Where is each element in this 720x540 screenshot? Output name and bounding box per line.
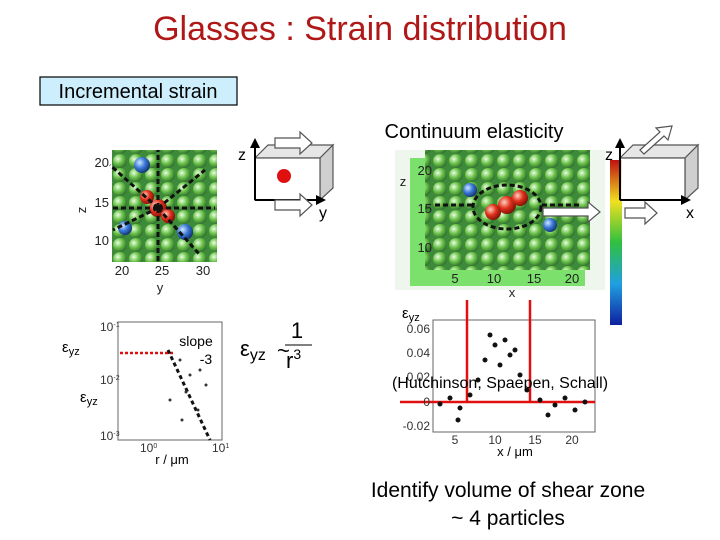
formula-numerator: 1 xyxy=(291,318,303,343)
axis-label: r / μm xyxy=(155,452,188,467)
tick-label: 0.04 xyxy=(407,346,431,360)
subscript: yz xyxy=(69,346,80,358)
citation: (Hutchinson, Spaepen, Schall) xyxy=(392,375,608,392)
formula-sim: ~ xyxy=(277,338,290,363)
tick-label: 15 xyxy=(418,201,432,216)
tick-label: 15 xyxy=(528,433,542,447)
tick-label: 5 xyxy=(452,433,459,447)
conclusion-line: ~ 4 particles xyxy=(451,507,565,530)
tick-label: 15 xyxy=(527,271,541,286)
tick-label: 0 xyxy=(423,395,430,409)
axis-label: x / μm xyxy=(497,444,533,459)
axis-label: z xyxy=(400,174,407,189)
tick-label: 10 xyxy=(95,233,109,248)
tick-label: 10-3 xyxy=(100,429,120,443)
exponent: -2 xyxy=(113,375,119,382)
exponent: 0 xyxy=(153,443,157,450)
tick-label: 0.02 xyxy=(407,370,431,384)
tick-label: 15 xyxy=(95,195,109,210)
tick-label: 0.06 xyxy=(407,322,431,336)
tick-label: 100 xyxy=(140,441,157,455)
tick-label: 101 xyxy=(212,441,229,455)
label-box xyxy=(39,76,238,106)
symbol: ε xyxy=(62,339,69,356)
subscript: yz xyxy=(87,396,98,408)
tick-label: 20 xyxy=(565,271,579,286)
tick-label: 20 xyxy=(115,263,129,278)
axis-label: y xyxy=(157,280,164,295)
diagram-label: x xyxy=(686,205,694,222)
shear-diagram xyxy=(542,125,700,226)
symbol: ε xyxy=(402,305,409,322)
section-label: Continuum elasticity xyxy=(385,121,564,143)
annotation: -3 xyxy=(200,351,213,367)
exponent: 1 xyxy=(225,443,229,450)
tick-label: 10 xyxy=(487,271,501,286)
tick-label: 10-1 xyxy=(100,320,120,334)
tick-label: 25 xyxy=(155,263,169,278)
axis-label: εyz xyxy=(80,389,98,408)
superscript: 3 xyxy=(293,346,301,362)
tick-label: -0.02 xyxy=(403,419,431,433)
tick-label: 30 xyxy=(196,263,210,278)
tick-label: 10 xyxy=(488,433,502,447)
diagram-label: y xyxy=(319,205,327,222)
symbol: ε xyxy=(80,389,87,406)
tick-label: 20 xyxy=(418,163,432,178)
symbol: r xyxy=(286,348,293,373)
log-plot xyxy=(117,321,223,441)
left-image xyxy=(108,150,217,262)
tick-label: 5 xyxy=(451,271,458,286)
subscript: yz xyxy=(409,312,420,324)
base: 10 xyxy=(100,373,114,387)
base: 10 xyxy=(140,441,154,455)
base: 10 xyxy=(212,441,226,455)
tick-label: 10-2 xyxy=(100,373,120,387)
diagram-label: z xyxy=(605,147,613,164)
annotation: slope xyxy=(179,333,213,349)
subscript: yz xyxy=(250,347,266,364)
exponent: -3 xyxy=(113,431,119,438)
tick-label: 10 xyxy=(418,240,432,255)
axis-label: x xyxy=(509,285,516,300)
conclusion-line: Identify volume of shear zone xyxy=(371,479,645,502)
label-box-text: Incremental strain xyxy=(59,81,218,103)
slide-title: Glasses : Strain distribution xyxy=(153,10,567,48)
base: 10 xyxy=(100,429,114,443)
base: 10 xyxy=(100,320,114,334)
symbol: ε xyxy=(240,336,250,361)
formula-lhs: εyz xyxy=(240,336,266,364)
axis-label: εyz xyxy=(402,305,420,324)
formula-denominator: r3 xyxy=(286,346,301,373)
exponent: -1 xyxy=(113,322,119,329)
axis-label: z xyxy=(74,207,89,214)
diagram-label: z xyxy=(238,147,246,164)
tick-label: 20 xyxy=(565,433,579,447)
tick-label: 20 xyxy=(95,155,109,170)
shear-diagram xyxy=(250,130,335,218)
axis-label: εyz xyxy=(62,339,80,358)
profile-plot xyxy=(400,300,596,433)
